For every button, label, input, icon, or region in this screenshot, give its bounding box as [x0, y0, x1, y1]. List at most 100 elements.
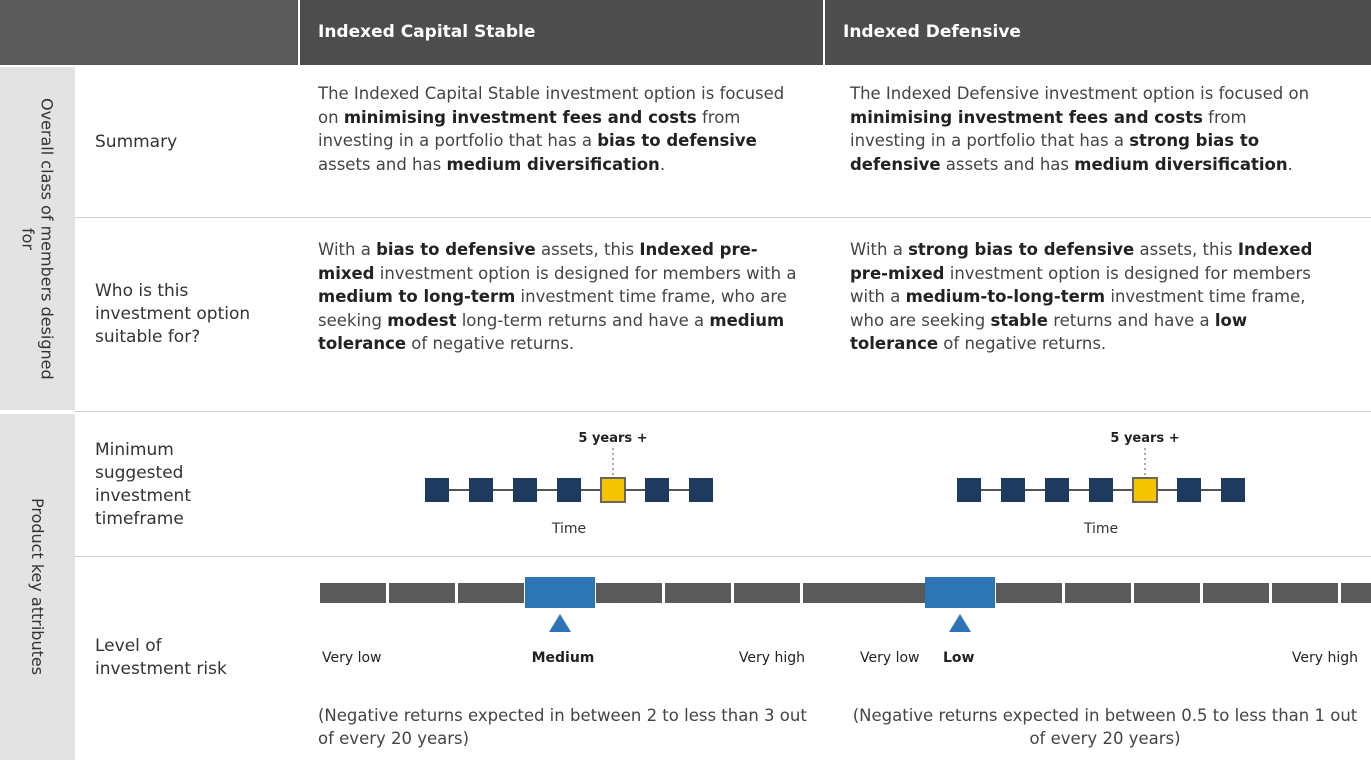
text-run: medium-to-long-term — [905, 287, 1106, 306]
text-run: . — [659, 154, 666, 174]
risk-level — [525, 577, 595, 608]
row-rule — [75, 217, 1371, 218]
text-run: assets, this — [1134, 240, 1238, 259]
cell-text: The Indexed Capital Stable investment op… — [318, 82, 810, 176]
time-step — [1221, 478, 1245, 502]
text-run: assets, this — [535, 240, 640, 259]
text-run: With a — [318, 240, 377, 259]
text-run: returns and have a — [1047, 310, 1215, 330]
column-header: Indexed Defensive — [825, 0, 1371, 65]
text-run: Indexed pre-mixed — [850, 240, 1313, 283]
text-run: strong bias to defensive — [850, 131, 1260, 174]
risk-step — [858, 583, 924, 603]
group-label: Overall class of members designed for — [0, 67, 75, 410]
risk-label: Low — [943, 650, 975, 666]
text-run: from investing in a portfolio that has a — [850, 107, 1247, 151]
text-run: stable — [990, 310, 1048, 330]
header-blank — [0, 0, 298, 65]
text-run: modest — [387, 310, 457, 330]
text-run: The Indexed Defensive investment option … — [850, 84, 1310, 103]
text-run: medium diversification — [1074, 154, 1288, 174]
row-rule — [75, 556, 1371, 557]
cell-text: The Indexed Defensive investment option … — [850, 82, 1320, 176]
time-step — [957, 478, 981, 502]
time-step — [1177, 478, 1201, 502]
time-step — [1001, 478, 1025, 502]
risk-step — [1272, 583, 1338, 603]
text-run: investment time frame, who are seeking — [850, 287, 1306, 330]
risk-label: Very low — [322, 650, 382, 666]
group-text: Overall class of members designed for — [18, 97, 57, 380]
text-run: investment time frame, who are seeking — [318, 287, 787, 330]
risk-step — [803, 583, 869, 603]
risk-step — [734, 583, 800, 603]
text-run: low tolerance — [850, 310, 1248, 354]
time-step — [469, 478, 493, 502]
text-run: With a — [850, 240, 909, 259]
risk-pointer — [949, 614, 971, 632]
text-run: minimising investment fees and costs — [343, 107, 697, 127]
time-step — [689, 478, 713, 502]
risk-label: Very high — [739, 650, 805, 666]
risk-step — [320, 583, 386, 603]
text-run: investment option is designed for member… — [850, 263, 1311, 307]
risk-step — [458, 583, 524, 603]
text-run: of negative returns. — [938, 334, 1107, 353]
text-run: minimising investment fees and costs — [850, 107, 1203, 127]
text-run: medium tolerance — [318, 310, 785, 354]
text-run: investment option is designed for member… — [374, 263, 797, 283]
risk-label: Medium — [532, 650, 595, 666]
risk-step — [1065, 583, 1131, 603]
risk-step — [1203, 583, 1269, 603]
marker-label: 5 years + — [1110, 431, 1179, 446]
cell-text: With a strong bias to defensive assets, … — [850, 238, 1340, 356]
risk-step — [596, 583, 662, 603]
cell-text: With a bias to defensive assets, this In… — [318, 238, 810, 356]
row-label: Summary — [95, 131, 178, 152]
risk-label: Very low — [860, 650, 920, 666]
time-step — [645, 478, 669, 502]
row-label: Minimum suggested investment timeframe — [95, 440, 191, 529]
row-label: Level of investment risk — [95, 636, 227, 679]
axis-label: Time — [551, 521, 586, 537]
text-run: . — [1287, 154, 1293, 174]
risk-note: (Negative returns expected in between 0.… — [852, 706, 1358, 748]
marker-label: 5 years + — [578, 431, 647, 446]
text-run: medium diversification — [446, 154, 660, 174]
text-run: bias to defensive — [597, 131, 757, 150]
row-rule — [75, 411, 1371, 412]
row-label: Who is this investment option suitable f… — [95, 280, 251, 347]
time-marker — [1132, 477, 1158, 503]
text-run: assets and has — [318, 154, 447, 174]
time-step — [513, 478, 537, 502]
text-run: from investing in a portfolio that has a — [318, 107, 741, 151]
time-step — [1089, 478, 1113, 502]
risk-step — [1341, 583, 1371, 603]
text-run: medium to long-term — [318, 287, 516, 306]
text-run: The Indexed Capital Stable investment op… — [318, 84, 785, 127]
risk-label: Very high — [1292, 650, 1358, 666]
text-run: of negative returns. — [406, 334, 575, 353]
column-header: Indexed Capital Stable — [300, 0, 823, 65]
risk-step — [389, 583, 455, 603]
risk-note: (Negative returns expected in between 2 … — [318, 706, 807, 748]
text-run: bias to defensive — [376, 240, 536, 259]
time-marker — [600, 477, 626, 503]
time-step — [425, 478, 449, 502]
axis-label: Time — [1083, 521, 1118, 537]
text-run: long-term returns and have a — [456, 310, 710, 330]
time-step — [1045, 478, 1069, 502]
group-text: Product key attributes — [28, 498, 47, 676]
time-step — [557, 478, 581, 502]
risk-level — [925, 577, 995, 608]
text-run: strong bias to defensive — [908, 240, 1135, 259]
text-run: Indexed pre-mixed — [318, 240, 758, 283]
risk-step — [1134, 583, 1200, 603]
group-label: Product key attributes — [0, 414, 75, 760]
risk-pointer — [549, 614, 571, 632]
risk-step — [996, 583, 1062, 603]
risk-step — [665, 583, 731, 603]
text-run: assets and has — [940, 154, 1075, 174]
